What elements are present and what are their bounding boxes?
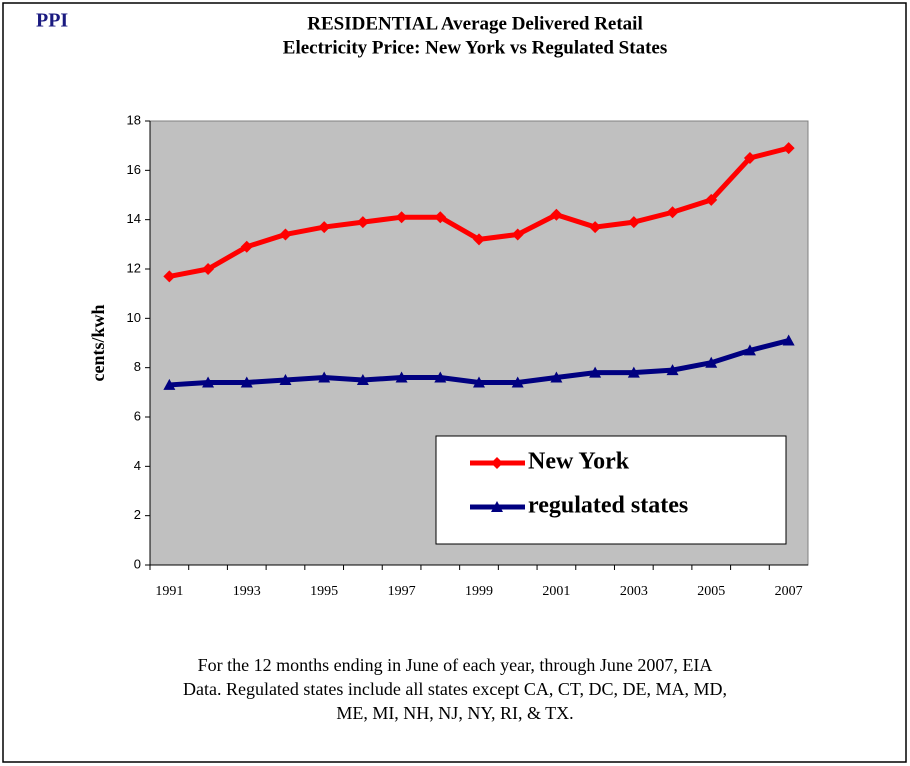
marker: [434, 371, 447, 383]
marker: [666, 206, 679, 219]
marker: [743, 344, 756, 356]
marker: [240, 376, 253, 388]
marker: [550, 208, 563, 221]
note: For the 12 months ending in June of each…: [198, 655, 713, 675]
marker: [163, 270, 176, 283]
y-axis-label: cents/kwh: [88, 304, 108, 381]
x-tick-label: 1999: [465, 584, 493, 599]
x-tick-label: 2007: [775, 584, 803, 599]
marker: [589, 221, 602, 234]
marker: [395, 211, 408, 224]
marker: [511, 376, 524, 388]
badge: PPI: [36, 10, 68, 32]
marker: [705, 356, 718, 368]
marker: [318, 371, 331, 383]
note: ME, MI, NH, NJ, NY, RI, & TX.: [336, 703, 573, 723]
marker: [589, 366, 602, 378]
marker: [743, 152, 756, 164]
y-tick-label: 16: [127, 162, 141, 177]
marker: [473, 376, 485, 388]
marker: [240, 240, 253, 253]
marker: [356, 216, 369, 229]
marker: [782, 334, 795, 346]
marker: [705, 193, 718, 206]
marker: [395, 371, 408, 383]
marker: [202, 376, 215, 388]
marker: [356, 374, 369, 385]
marker: [666, 364, 679, 376]
chart-title: Electricity Price: New York vs Regulated…: [283, 37, 667, 58]
marker: [434, 211, 447, 224]
y-tick-label: 18: [127, 112, 141, 127]
legend-marker: [491, 457, 503, 469]
marker: [318, 221, 331, 234]
y-tick-label: 8: [134, 359, 141, 374]
marker: [782, 142, 795, 155]
x-tick-label: 2003: [620, 584, 648, 599]
marker: [202, 263, 215, 275]
legend-marker: [491, 501, 503, 512]
y-tick-label: 4: [134, 458, 141, 473]
legend-box: [435, 435, 787, 545]
legend-label: New York: [528, 449, 630, 475]
marker: [511, 228, 524, 241]
legend-label: regulated states: [528, 493, 688, 519]
y-tick-label: 0: [134, 556, 141, 571]
x-tick-label: 1993: [233, 584, 261, 599]
marker: [163, 378, 176, 390]
x-tick-label: 1991: [155, 584, 183, 599]
y-tick-label: 10: [127, 310, 141, 325]
marker: [473, 233, 485, 246]
y-tick-label: 12: [127, 260, 141, 275]
y-tick-label: 2: [134, 507, 141, 522]
x-tick-label: 2005: [697, 584, 725, 599]
x-tick-label: 1995: [310, 584, 338, 599]
marker: [279, 228, 292, 241]
marker: [550, 371, 563, 383]
note: Data. Regulated states include all state…: [183, 679, 727, 699]
marker: [627, 216, 640, 229]
x-tick-label: 2001: [542, 584, 570, 599]
y-tick-label: 14: [127, 211, 141, 226]
x-tick-label: 1997: [388, 584, 416, 599]
marker: [627, 366, 640, 378]
marker: [279, 374, 292, 385]
chart-title: RESIDENTIAL Average Delivered Retail: [307, 13, 642, 34]
y-tick-label: 6: [134, 408, 141, 423]
